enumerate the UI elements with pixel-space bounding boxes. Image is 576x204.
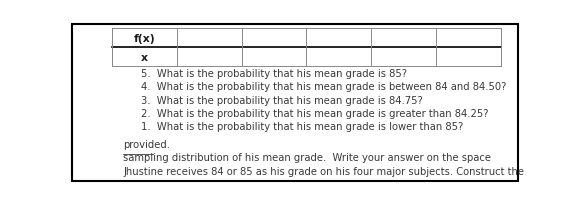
Bar xyxy=(112,29,501,67)
Text: 1.  What is the probability that his mean grade is lower than 85?: 1. What is the probability that his mean… xyxy=(141,122,464,132)
Text: 3.  What is the probability that his mean grade is 84.75?: 3. What is the probability that his mean… xyxy=(141,95,423,105)
Text: sampling distribution of his mean grade.  Write your answer on the space: sampling distribution of his mean grade.… xyxy=(123,153,491,162)
Text: provided.: provided. xyxy=(123,139,170,149)
Text: 4.  What is the probability that his mean grade is between 84 and 84.50?: 4. What is the probability that his mean… xyxy=(141,82,506,92)
Text: f(x): f(x) xyxy=(134,34,156,44)
Text: 2.  What is the probability that his mean grade is greater than 84.25?: 2. What is the probability that his mean… xyxy=(141,109,488,119)
Text: 5.  What is the probability that his mean grade is 85?: 5. What is the probability that his mean… xyxy=(141,69,407,78)
Text: x: x xyxy=(141,52,148,62)
Text: Jhustine receives 84 or 85 as his grade on his four major subjects. Construct th: Jhustine receives 84 or 85 as his grade … xyxy=(123,166,524,176)
